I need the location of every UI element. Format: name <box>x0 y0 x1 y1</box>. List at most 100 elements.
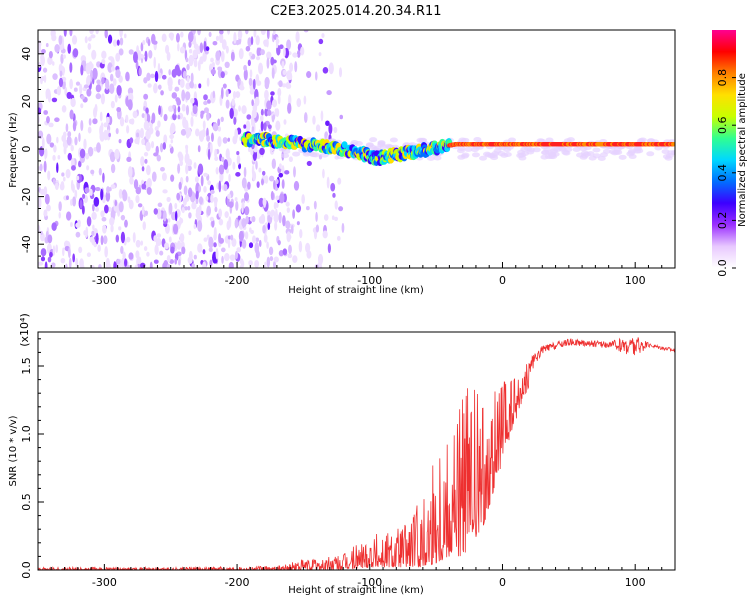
spectrogram-noise-cell <box>138 67 142 77</box>
spectrogram-noise-cell <box>195 206 202 217</box>
spectrogram-noise-cell <box>135 195 140 204</box>
spectrogram-noise-cell <box>247 37 252 47</box>
spectrogram-noise-cell <box>162 142 167 150</box>
spectrogram-haze-cell <box>456 148 465 154</box>
spectrogram-noise-cell <box>322 168 325 179</box>
spectrogram-noise-cell <box>250 148 254 156</box>
spectrogram-noise-cell <box>185 175 189 183</box>
spectrogram-noise-cell <box>86 74 91 86</box>
spectrogram-noise-cell <box>199 42 204 54</box>
spectrogram-noise-cell <box>235 39 240 46</box>
spectrogram-noise-cell <box>266 109 272 116</box>
spectrogram-noise-cell <box>115 52 121 62</box>
spectrogram-noise-cell <box>153 235 158 242</box>
spectrogram-haze-cell <box>609 149 618 155</box>
spectrogram-noise-cell <box>80 95 85 100</box>
spectrogram-noise-cell <box>275 36 279 49</box>
spectrogram-noise-cell <box>202 249 206 255</box>
spectrogram-noise-cell <box>296 98 302 108</box>
spectrogram-noise-cell <box>91 211 97 220</box>
spectrogram-noise-cell <box>43 209 48 217</box>
spectrogram-noise-cell <box>182 104 186 111</box>
spectrogram-noise-cell <box>159 142 164 153</box>
spectrogram-noise-cell <box>264 81 270 90</box>
spectrogram-noise-cell <box>330 182 336 192</box>
spectrogram-noise-cell <box>155 145 159 156</box>
spectrogram-noise-cell <box>148 178 152 187</box>
spectrogram-noise-cell <box>263 234 268 243</box>
spectrogram-haze-cell <box>377 140 386 146</box>
spectrogram-noise-cell <box>187 256 193 264</box>
spectrogram-noise-cell <box>266 30 270 40</box>
spectrogram-noise-cell <box>102 224 107 234</box>
spectrogram-noise-cell <box>336 235 341 241</box>
spectrogram-noise-cell <box>178 259 181 266</box>
spectrogram-noise-cell <box>283 119 287 125</box>
spectrogram-noise-cell <box>174 86 180 92</box>
spectrogram-noise-cell <box>39 163 43 172</box>
spectrogram-noise-cell <box>101 58 106 65</box>
spectrogram-noise-cell <box>334 216 338 222</box>
spectrogram-noise-cell <box>56 136 59 144</box>
spectrogram-noise-cell <box>263 261 267 268</box>
spectrogram-noise-cell <box>241 177 247 189</box>
spectrogram-noise-cell <box>279 193 285 204</box>
spectrogram-noise-cell <box>83 230 87 236</box>
spectrogram-noise-cell <box>218 237 225 244</box>
spectrogram-noise-cell <box>110 100 115 109</box>
spectrogram-noise-cell <box>42 67 48 73</box>
spectrogram-noise-cell <box>306 71 312 79</box>
spectrogram-noise-cell <box>237 215 241 220</box>
spectrogram-noise-cell <box>172 104 175 110</box>
y-tick-label: 40 <box>20 47 33 61</box>
spectrogram-noise-cell <box>63 30 67 37</box>
spectrogram-noise-cell <box>260 120 264 132</box>
spectrogram-noise-cell <box>187 165 192 171</box>
spectrogram-noise-cell <box>72 196 77 207</box>
spectrogram-noise-cell <box>341 222 345 234</box>
spectrogram-noise-cell <box>132 110 138 119</box>
colorbar-tick-label: 0.8 <box>716 69 729 87</box>
spectrogram-noise-cell <box>218 208 222 218</box>
spectrogram-noise-cell <box>49 251 53 258</box>
spectrogram-noise-cell <box>126 156 132 162</box>
spectrogram-noise-cell <box>333 126 338 134</box>
spectrogram-noise-cell <box>67 131 72 138</box>
spectrogram-noise-cell <box>282 215 286 227</box>
spectrogram-haze-cell <box>350 139 359 145</box>
spectrogram-noise-cell <box>74 189 78 199</box>
spectrogram-noise-cell <box>70 144 74 152</box>
spectrogram-noise-cell <box>185 57 189 63</box>
spectrogram-haze-cell <box>662 154 671 160</box>
spectrogram-noise-cell <box>269 212 274 218</box>
y-tick-label: -40 <box>20 235 33 253</box>
spectrogram-noise-cell <box>296 221 300 226</box>
spectrogram-noise-cell <box>160 166 165 172</box>
spectrogram-noise-cell <box>259 147 265 156</box>
spectrogram-noise-cell <box>126 265 131 268</box>
spectrogram-noise-cell <box>48 50 53 59</box>
spectrogram-haze-cell <box>576 152 585 158</box>
spectrogram-y-label: Frequency (Hz) <box>8 112 19 188</box>
spectrogram-noise-cell <box>145 107 149 115</box>
spectrogram-haze-cell <box>626 151 635 157</box>
spectrogram-noise-cell <box>263 122 267 132</box>
spectrogram-noise-cell <box>116 107 122 113</box>
spectrogram-noise-cell <box>273 179 276 190</box>
spectrogram-noise-cell <box>104 204 109 214</box>
spectrogram-noise-cell <box>82 193 86 199</box>
spectrogram-noise-cell <box>45 88 51 98</box>
spectrogram-noise-cell <box>220 71 225 79</box>
spectrogram-noise-cell <box>47 56 53 66</box>
spectrogram-noise-cell <box>156 233 162 238</box>
spectrogram-noise-cell <box>266 51 272 60</box>
spectrogram-haze-cell <box>597 155 606 161</box>
spectrogram-noise-cell <box>61 172 65 177</box>
spectrogram-noise-cell <box>86 216 92 227</box>
spectrogram-noise-cell <box>262 224 266 234</box>
spectrogram-noise-cell <box>300 46 305 56</box>
y-tick-label: 0.0 <box>20 561 33 579</box>
spectrogram-noise-cell <box>228 173 231 183</box>
spectrogram-noise-cell <box>204 49 209 55</box>
